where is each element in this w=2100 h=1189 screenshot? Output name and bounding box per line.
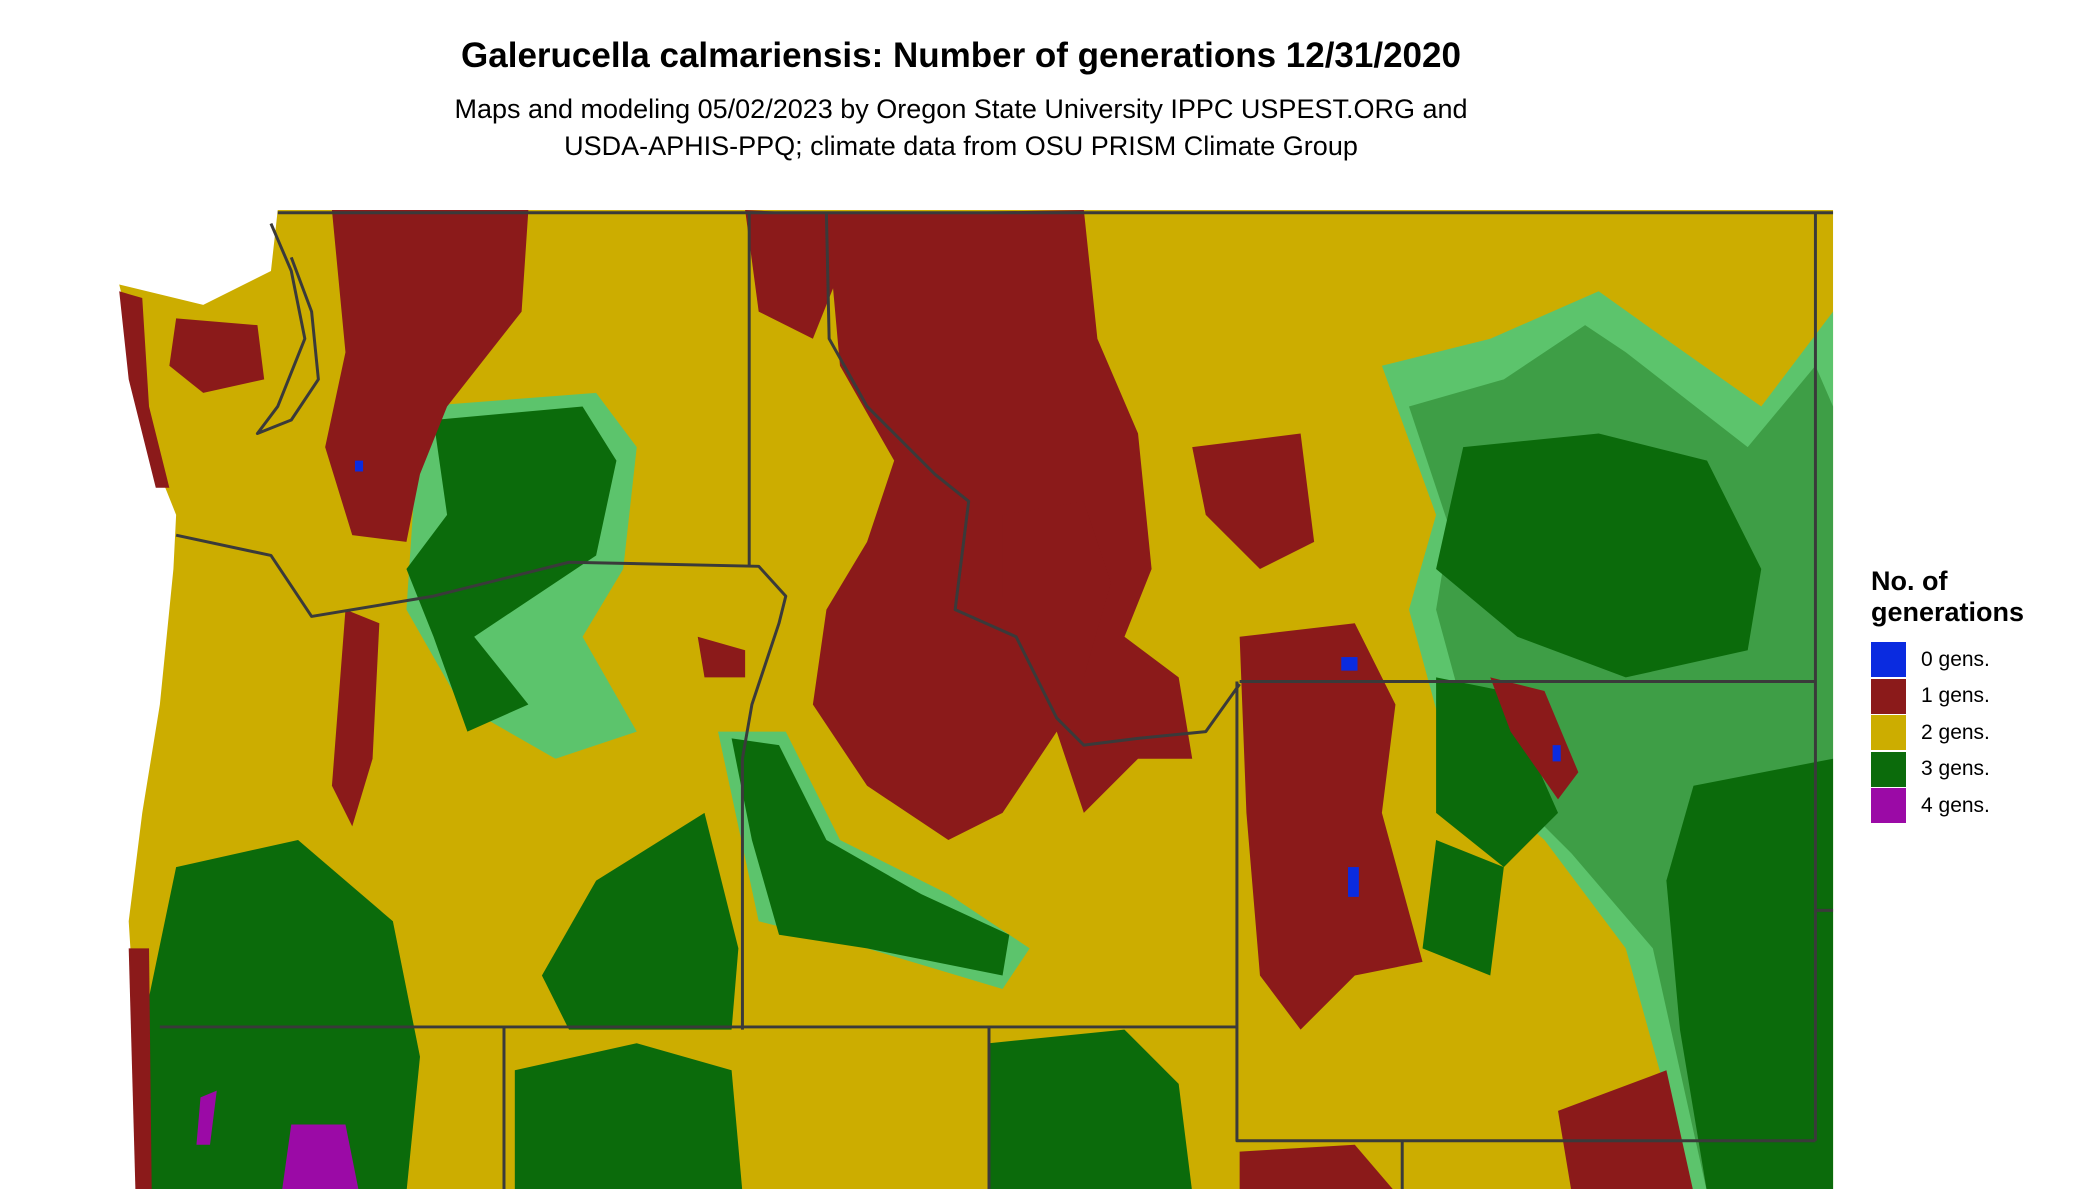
legend-label: 0 gens.: [1921, 647, 1990, 671]
legend-swatch: [1871, 642, 1906, 677]
legend-entry: 2 gens.: [1871, 715, 1990, 751]
legend-label: 2 gens.: [1921, 720, 1990, 744]
legend-entry: 4 gens.: [1871, 788, 1990, 824]
legend-entry: 1 gens.: [1871, 678, 1990, 714]
legend-label: 1 gens.: [1921, 684, 1990, 708]
subtitle: USDA-APHIS-PPQ; climate data from OSU PR…: [564, 131, 1358, 161]
legend-label: 4 gens.: [1921, 793, 1990, 817]
legend-swatch: [1871, 788, 1906, 824]
legend-entry: 0 gens.: [1871, 642, 1990, 677]
legend-label: 3 gens.: [1921, 757, 1990, 781]
zone: [142, 406, 1834, 1189]
legend-entry: 3 gens.: [1871, 751, 1990, 787]
zone: [354, 460, 1561, 897]
legend-swatch: [1871, 678, 1906, 714]
zone: [119, 209, 1693, 1189]
legend-swatch: [1871, 751, 1906, 787]
subtitle: Maps and modeling 05/02/2023 by Oregon S…: [454, 94, 1468, 124]
legend-swatch: [1871, 715, 1906, 751]
legend-title: No. of generations: [1871, 566, 2025, 627]
state-border: [159, 211, 1834, 1189]
map-title: Galerucella calmariensis: Number of gene…: [461, 36, 1461, 75]
